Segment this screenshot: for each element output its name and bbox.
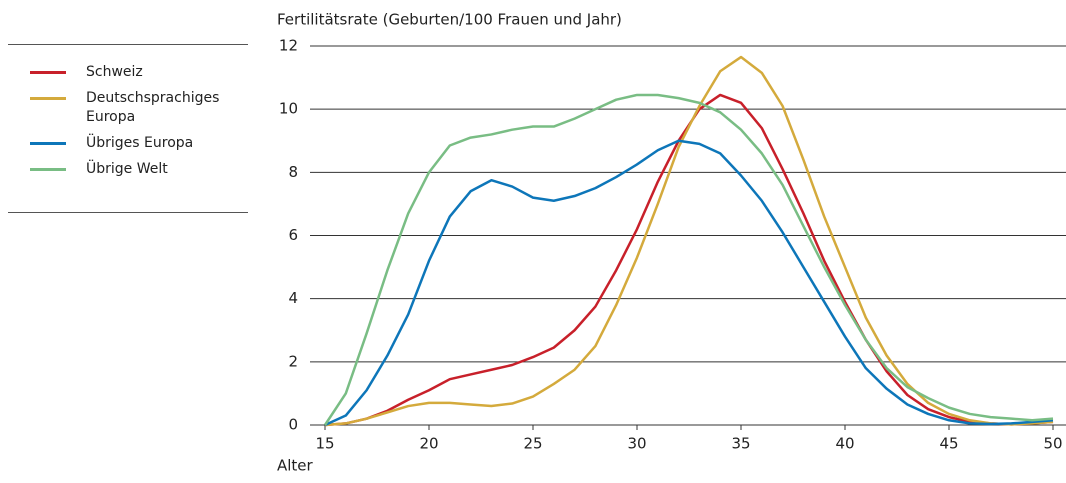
x-tick-label: 30 — [627, 435, 646, 453]
y-tick-label: 10 — [279, 100, 298, 118]
legend-label: Übriges Europa — [86, 135, 194, 151]
y-axis-title: Fertilitätsrate (Geburten/100 Frauen und… — [277, 11, 622, 29]
x-axis-title: Alter — [277, 457, 314, 475]
legend-swatch — [30, 71, 66, 74]
series-line — [324, 93, 1054, 427]
legend-label: Deutschsprachiges Europa — [86, 90, 220, 125]
series-line — [323, 93, 1054, 426]
y-tick-label: 4 — [288, 289, 298, 307]
x-tick-label: 50 — [1043, 435, 1062, 453]
series-line — [324, 139, 1054, 427]
legend-item: Schweiz — [8, 63, 248, 82]
x-tick-label: 35 — [731, 435, 750, 453]
x-tick-label: 40 — [835, 435, 854, 453]
legend: Schweiz Deutschsprachiges Europa Übriges E… — [8, 44, 248, 213]
legend-item: Übrige Welt — [8, 160, 248, 179]
legend-swatch — [30, 142, 66, 145]
legend-item: Deutschsprachiges Europa — [8, 89, 248, 127]
x-tick-label: 15 — [315, 435, 334, 453]
legend-label: Übrige Welt — [86, 161, 168, 177]
legend-item: Übriges Europa — [8, 134, 248, 153]
series-line — [324, 55, 1054, 427]
y-tick-label: 2 — [288, 352, 298, 370]
legend-swatch — [30, 168, 66, 171]
legend-swatch — [30, 97, 66, 100]
y-tick-label: 0 — [288, 416, 298, 434]
y-tick-label: 8 — [288, 163, 298, 181]
x-tick-label: 20 — [419, 435, 438, 453]
x-tick-label: 45 — [939, 435, 958, 453]
legend-label: Schweiz — [86, 64, 143, 80]
y-tick-label: 6 — [288, 226, 298, 244]
y-tick-label: 12 — [279, 37, 298, 55]
x-tick-label: 25 — [523, 435, 542, 453]
